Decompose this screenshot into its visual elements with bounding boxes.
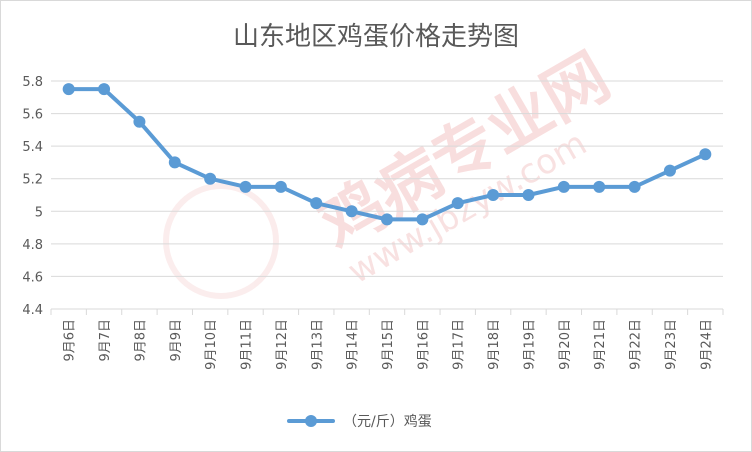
legend-label: （元/斤）鸡蛋 bbox=[343, 413, 432, 430]
x-tick-label: 9月12日 bbox=[275, 319, 290, 370]
data-point bbox=[168, 156, 181, 169]
data-point bbox=[663, 164, 676, 177]
x-tick-label: 9月13日 bbox=[310, 319, 325, 370]
x-tick-label: 9月14日 bbox=[346, 319, 361, 370]
x-tick-label: 9月19日 bbox=[522, 319, 537, 370]
data-point bbox=[204, 172, 217, 185]
watermark-logo: 鸡病专业网 www.jbzyw.com bbox=[163, 40, 622, 299]
y-tick-label: 5 bbox=[35, 205, 43, 220]
x-tick-label: 9月20日 bbox=[558, 319, 573, 370]
x-axis-ticks: 9月6日 9月7日 9月8日 9月9日 9月10日 9月11日 9月12日 9月13日 9月14… bbox=[63, 319, 715, 370]
y-tick-label: 4.6 bbox=[22, 270, 43, 285]
x-tick-label: 9月16日 bbox=[416, 319, 431, 370]
data-point bbox=[98, 83, 111, 96]
x-tick-label: 9月6日 bbox=[63, 319, 78, 362]
data-point bbox=[699, 148, 712, 161]
y-tick-label: 5.2 bbox=[22, 173, 43, 188]
y-axis-ticks: 4.4 4.6 4.8 5 5.2 5.4 5.6 5.8 bbox=[22, 75, 43, 318]
x-tick-label: 9月10日 bbox=[204, 319, 219, 370]
y-tick-label: 5.4 bbox=[22, 140, 43, 155]
x-tick-label: 9月23日 bbox=[664, 319, 679, 370]
data-point bbox=[381, 213, 393, 226]
y-tick-label: 5.6 bbox=[22, 108, 43, 123]
x-tick-label: 9月21日 bbox=[593, 319, 608, 370]
data-point bbox=[557, 180, 570, 193]
legend-marker bbox=[305, 415, 317, 427]
x-tick-label: 9月24日 bbox=[699, 319, 714, 370]
data-point bbox=[239, 180, 252, 193]
data-point bbox=[593, 180, 606, 193]
x-tick-label: 9月9日 bbox=[169, 319, 184, 362]
data-point bbox=[416, 213, 429, 226]
x-tick-label: 9月8日 bbox=[133, 319, 148, 362]
x-tick-label: 9月17日 bbox=[452, 319, 467, 370]
x-tick-label: 9月18日 bbox=[487, 319, 502, 370]
x-tick-label: 9月7日 bbox=[98, 319, 113, 362]
x-tick-label: 9月22日 bbox=[629, 319, 644, 370]
legend: （元/斤）鸡蛋 bbox=[287, 413, 432, 430]
x-tick-label: 9月11日 bbox=[240, 319, 255, 370]
data-point bbox=[451, 197, 464, 210]
y-tick-label: 4.8 bbox=[22, 238, 43, 253]
chart-title: 山东地区鸡蛋价格走势图 bbox=[233, 22, 519, 52]
data-point bbox=[487, 189, 500, 201]
y-tick-label: 4.4 bbox=[22, 303, 43, 318]
data-point bbox=[62, 83, 75, 96]
data-point bbox=[628, 180, 641, 193]
y-tick-label: 5.8 bbox=[22, 75, 43, 90]
data-point bbox=[522, 189, 535, 201]
series-layer bbox=[62, 83, 712, 226]
data-point bbox=[274, 180, 287, 193]
data-point bbox=[345, 205, 358, 218]
x-tick-label: 9月15日 bbox=[381, 319, 396, 370]
data-point bbox=[133, 115, 146, 128]
data-point bbox=[310, 197, 323, 210]
